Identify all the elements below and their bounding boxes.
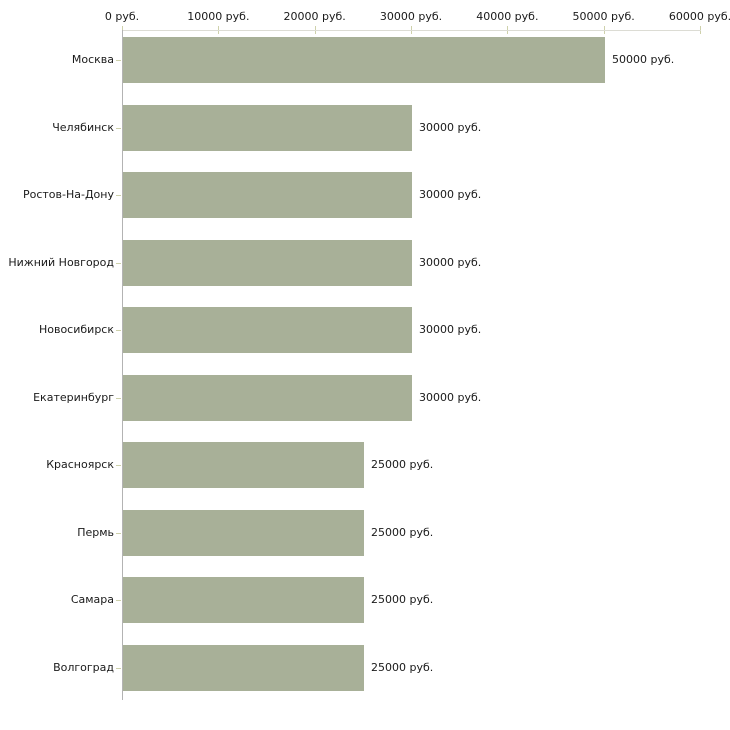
bar-value-label: 25000 руб. (371, 593, 434, 607)
category-tick-mark (116, 330, 121, 331)
x-axis-line (122, 30, 701, 31)
category-tick-mark (116, 533, 121, 534)
bar-value-label: 30000 руб. (419, 390, 482, 404)
bar (123, 37, 605, 83)
x-axis-tick-label: 20000 руб. (283, 10, 346, 23)
category-tick-mark (116, 668, 121, 669)
bar-value-label: 30000 руб. (419, 188, 482, 202)
bar (123, 509, 364, 556)
bar-value-label: 50000 руб. (612, 53, 675, 66)
category-label: Волгоград (53, 660, 114, 674)
category-tick-mark (116, 195, 121, 196)
category-label: Самара (70, 593, 114, 607)
x-axis-tick-label: 60000 руб. (668, 10, 730, 23)
bar-value-label: 30000 руб. (419, 120, 482, 134)
bar (123, 442, 364, 489)
x-axis-tick-label: 0 руб. (104, 10, 140, 23)
category-label: Пермь (77, 525, 114, 539)
x-axis-tick-label: 30000 руб. (379, 10, 443, 23)
bar (123, 104, 412, 151)
y-axis-line (122, 30, 123, 700)
bar-value-label: 25000 руб. (371, 525, 434, 539)
bar (123, 577, 364, 624)
bar (123, 239, 412, 286)
bar (123, 644, 364, 691)
bar-value-label: 25000 руб. (371, 660, 434, 674)
bar (123, 374, 412, 421)
category-label: Екатеринбург (33, 390, 114, 404)
category-tick-mark (116, 465, 121, 466)
bar-value-label: 25000 руб. (371, 458, 434, 472)
category-label: Нижний Новгород (8, 255, 114, 269)
category-label: Новосибирск (38, 323, 114, 337)
category-label: Красноярск (46, 458, 114, 472)
x-axis-tick-label: 40000 руб. (476, 10, 539, 23)
category-tick-mark (116, 398, 121, 399)
bar-value-label: 30000 руб. (419, 323, 482, 337)
category-label: Челябинск (52, 120, 114, 134)
bar (123, 307, 412, 354)
category-label: Ростов-На-Дону (22, 188, 114, 202)
category-tick-mark (116, 128, 121, 129)
bar-value-label: 30000 руб. (419, 255, 482, 269)
x-axis-tick-label: 10000 руб. (187, 10, 250, 23)
x-axis-tick-label: 50000 руб. (572, 10, 635, 23)
category-tick-mark (116, 600, 121, 601)
category-tick-mark (116, 263, 121, 264)
category-tick-mark (116, 60, 121, 61)
bar (123, 172, 412, 219)
category-label: Москва (71, 53, 114, 66)
